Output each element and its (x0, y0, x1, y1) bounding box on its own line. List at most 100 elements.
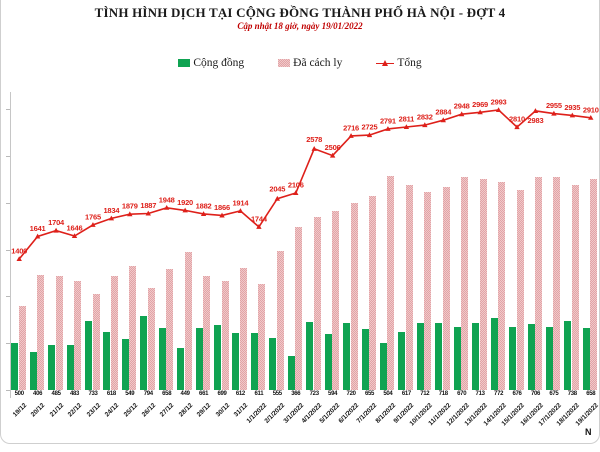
total-marker-icon (256, 224, 262, 229)
total-marker-icon (108, 215, 115, 221)
bar-isolated (55, 276, 63, 390)
legend-label-total: Tổng (397, 57, 422, 69)
bar-community (103, 332, 111, 390)
total-marker-icon (293, 190, 299, 195)
bar-value-label: 658 (586, 391, 596, 397)
bar-value-label: 449 (180, 391, 190, 397)
total-marker-icon (53, 227, 59, 233)
bar-community (250, 332, 258, 390)
total-marker-icon (274, 195, 281, 201)
total-marker-icon (200, 211, 207, 216)
bar-community (306, 322, 314, 390)
total-value-label: 2810 (509, 115, 525, 124)
bar-isolated (18, 305, 26, 390)
total-marker-icon (366, 132, 373, 138)
bar-isolated (276, 250, 284, 390)
bar-community (527, 324, 535, 390)
bar-isolated (535, 177, 542, 390)
bar-community (398, 332, 406, 390)
bar-isolated (369, 196, 376, 390)
y-tick (6, 156, 10, 158)
bar-community (490, 317, 498, 390)
total-marker-icon (16, 256, 22, 262)
total-value-label: 1641 (30, 224, 46, 233)
bar-isolated (590, 179, 598, 390)
bar-isolated (110, 276, 118, 390)
bar-community (195, 328, 203, 390)
bar-isolated (498, 182, 506, 390)
bar-community (232, 332, 240, 390)
total-marker-icon (440, 117, 446, 123)
bar-community (287, 355, 295, 390)
bar-community (416, 323, 424, 390)
y-tick (6, 249, 10, 251)
total-marker-icon (127, 211, 133, 217)
bar-value-label: 366 (291, 391, 301, 397)
total-value-label: 1400 (11, 247, 27, 256)
bar-value-label: 500 (14, 391, 24, 397)
bar-community (177, 348, 185, 390)
total-value-label: 2969 (472, 100, 488, 109)
legend-label-community: Cộng đồng (193, 57, 245, 69)
x-axis-title: N (585, 427, 592, 437)
bar-value-label: 611 (254, 391, 264, 397)
total-value-label: 2884 (435, 108, 452, 117)
x-axis-label: 23/12 (85, 402, 102, 419)
x-axis-label: 20/12 (30, 402, 47, 419)
total-marker-icon (34, 233, 41, 239)
bar-community (343, 322, 351, 390)
total-value-label: 2045 (269, 185, 285, 194)
legend-item-cong-dong: Cộng đồng (178, 57, 244, 69)
bar-value-label: 738 (567, 391, 577, 397)
bar-isolated (461, 176, 469, 390)
x-axis-label: 30/12 (214, 402, 231, 419)
bar-value-label: 617 (401, 391, 411, 397)
total-marker-icon (145, 210, 151, 216)
bar-value-label: 594 (328, 391, 338, 397)
total-value-label: 2716 (343, 123, 359, 132)
bar-community (324, 334, 332, 390)
total-marker-icon (588, 114, 594, 120)
bar-value-label: 706 (530, 391, 541, 397)
bar-isolated (147, 287, 155, 390)
total-value-label: 2506 (325, 143, 341, 152)
bar-isolated (295, 227, 303, 390)
bar-community (564, 321, 572, 390)
total-value-label: 1882 (196, 201, 212, 210)
bar-isolated (258, 284, 266, 390)
total-value-label: 2832 (417, 113, 433, 122)
bar-value-label: 676 (512, 391, 522, 397)
x-axis-label: 24/12 (103, 402, 121, 419)
bar-community (29, 352, 37, 390)
bar-isolated (553, 176, 561, 390)
total-value-label: 1646 (67, 224, 83, 233)
total-value-label: 1948 (159, 195, 175, 204)
bar-value-label: 712 (420, 391, 430, 397)
total-value-label: 2725 (362, 123, 378, 132)
bar-value-label: 655 (364, 391, 375, 397)
total-marker-icon (403, 124, 410, 130)
total-value-label: 2106 (288, 181, 304, 190)
total-marker-icon (71, 233, 78, 239)
bar-value-label: 723 (309, 391, 319, 397)
bar-value-label: 675 (549, 391, 559, 397)
bar-value-label: 504 (383, 391, 393, 397)
bar-isolated (203, 275, 211, 390)
total-value-label: 1920 (177, 198, 193, 207)
bar-value-label: 661 (199, 391, 209, 397)
total-marker-icon (219, 212, 225, 218)
bar-value-label: 670 (457, 391, 467, 397)
total-value-label: 1887 (140, 201, 156, 210)
total-marker-icon (182, 207, 188, 213)
bar-isolated (129, 265, 137, 390)
x-axis-label: 31/12 (232, 402, 250, 419)
total-value-label: 1879 (122, 202, 138, 211)
total-value-label: 2935 (564, 103, 580, 112)
bar-value-label: 794 (143, 391, 153, 397)
legend: Cộng đồng Đã cách ly Tổng (0, 57, 600, 69)
bar-isolated (92, 293, 100, 390)
legend-item-tong: Tổng (376, 57, 422, 69)
total-value-label: 2948 (454, 102, 470, 111)
total-value-label: 2993 (491, 98, 507, 107)
